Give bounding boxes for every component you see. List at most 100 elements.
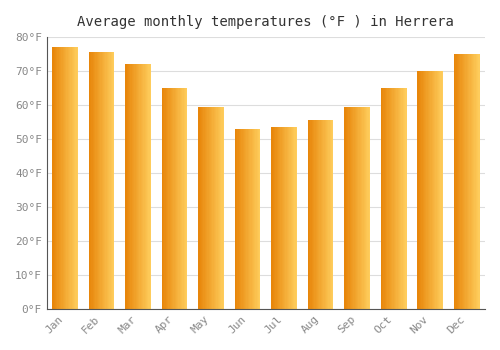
Bar [463,54,464,309]
Bar [214,107,215,309]
Bar [360,107,361,309]
Bar [65,47,66,309]
Bar [56,47,58,309]
Bar [425,71,426,309]
Bar [395,88,396,309]
Bar [272,127,274,309]
Bar [103,52,104,309]
Bar [205,107,206,309]
Bar [136,64,137,309]
Bar [356,107,357,309]
Bar [76,47,78,309]
Bar [468,54,469,309]
Bar [171,88,172,309]
Bar [98,52,99,309]
Bar [178,88,180,309]
Bar [290,127,292,309]
Bar [433,71,434,309]
Title: Average monthly temperatures (°F ) in Herrera: Average monthly temperatures (°F ) in He… [78,15,454,29]
Bar [245,129,246,309]
Bar [313,120,314,309]
Bar [462,54,463,309]
Bar [244,129,245,309]
Bar [163,88,164,309]
Bar [392,88,394,309]
Bar [354,107,356,309]
Bar [358,107,360,309]
Bar [128,64,129,309]
Bar [330,120,331,309]
Bar [326,120,327,309]
Bar [440,71,442,309]
Bar [478,54,480,309]
Bar [60,47,62,309]
Bar [459,54,460,309]
Bar [72,47,73,309]
Bar [405,88,406,309]
Bar [430,71,432,309]
Bar [464,54,466,309]
Bar [384,88,385,309]
Bar [219,107,220,309]
Bar [89,52,90,309]
Bar [66,47,68,309]
Bar [282,127,283,309]
Bar [284,127,286,309]
Bar [364,107,365,309]
Bar [476,54,477,309]
Bar [394,88,395,309]
Bar [52,47,54,309]
Bar [140,64,142,309]
Bar [473,54,474,309]
Bar [181,88,182,309]
Bar [460,54,462,309]
Bar [236,129,238,309]
Bar [248,129,249,309]
Bar [211,107,212,309]
Bar [365,107,366,309]
Bar [184,88,185,309]
Bar [253,129,254,309]
Bar [104,52,106,309]
Bar [402,88,404,309]
Bar [328,120,330,309]
Bar [324,120,326,309]
Bar [294,127,296,309]
Bar [218,107,219,309]
Bar [314,120,316,309]
Bar [73,47,74,309]
Bar [177,88,178,309]
Bar [458,54,459,309]
Bar [426,71,428,309]
Bar [361,107,362,309]
Bar [167,88,168,309]
Bar [368,107,370,309]
Bar [420,71,422,309]
Bar [174,88,176,309]
Bar [202,107,203,309]
Bar [126,64,128,309]
Bar [142,64,144,309]
Bar [222,107,224,309]
Bar [388,88,390,309]
Bar [212,107,214,309]
Bar [166,88,167,309]
Bar [362,107,364,309]
Bar [278,127,279,309]
Bar [332,120,334,309]
Bar [198,107,200,309]
Bar [168,88,170,309]
Bar [418,71,420,309]
Bar [240,129,242,309]
Bar [180,88,181,309]
Bar [137,64,138,309]
Bar [396,88,398,309]
Bar [99,52,100,309]
Bar [310,120,312,309]
Bar [138,64,140,309]
Bar [130,64,132,309]
Bar [390,88,391,309]
Bar [132,64,133,309]
Bar [146,64,147,309]
Bar [322,120,324,309]
